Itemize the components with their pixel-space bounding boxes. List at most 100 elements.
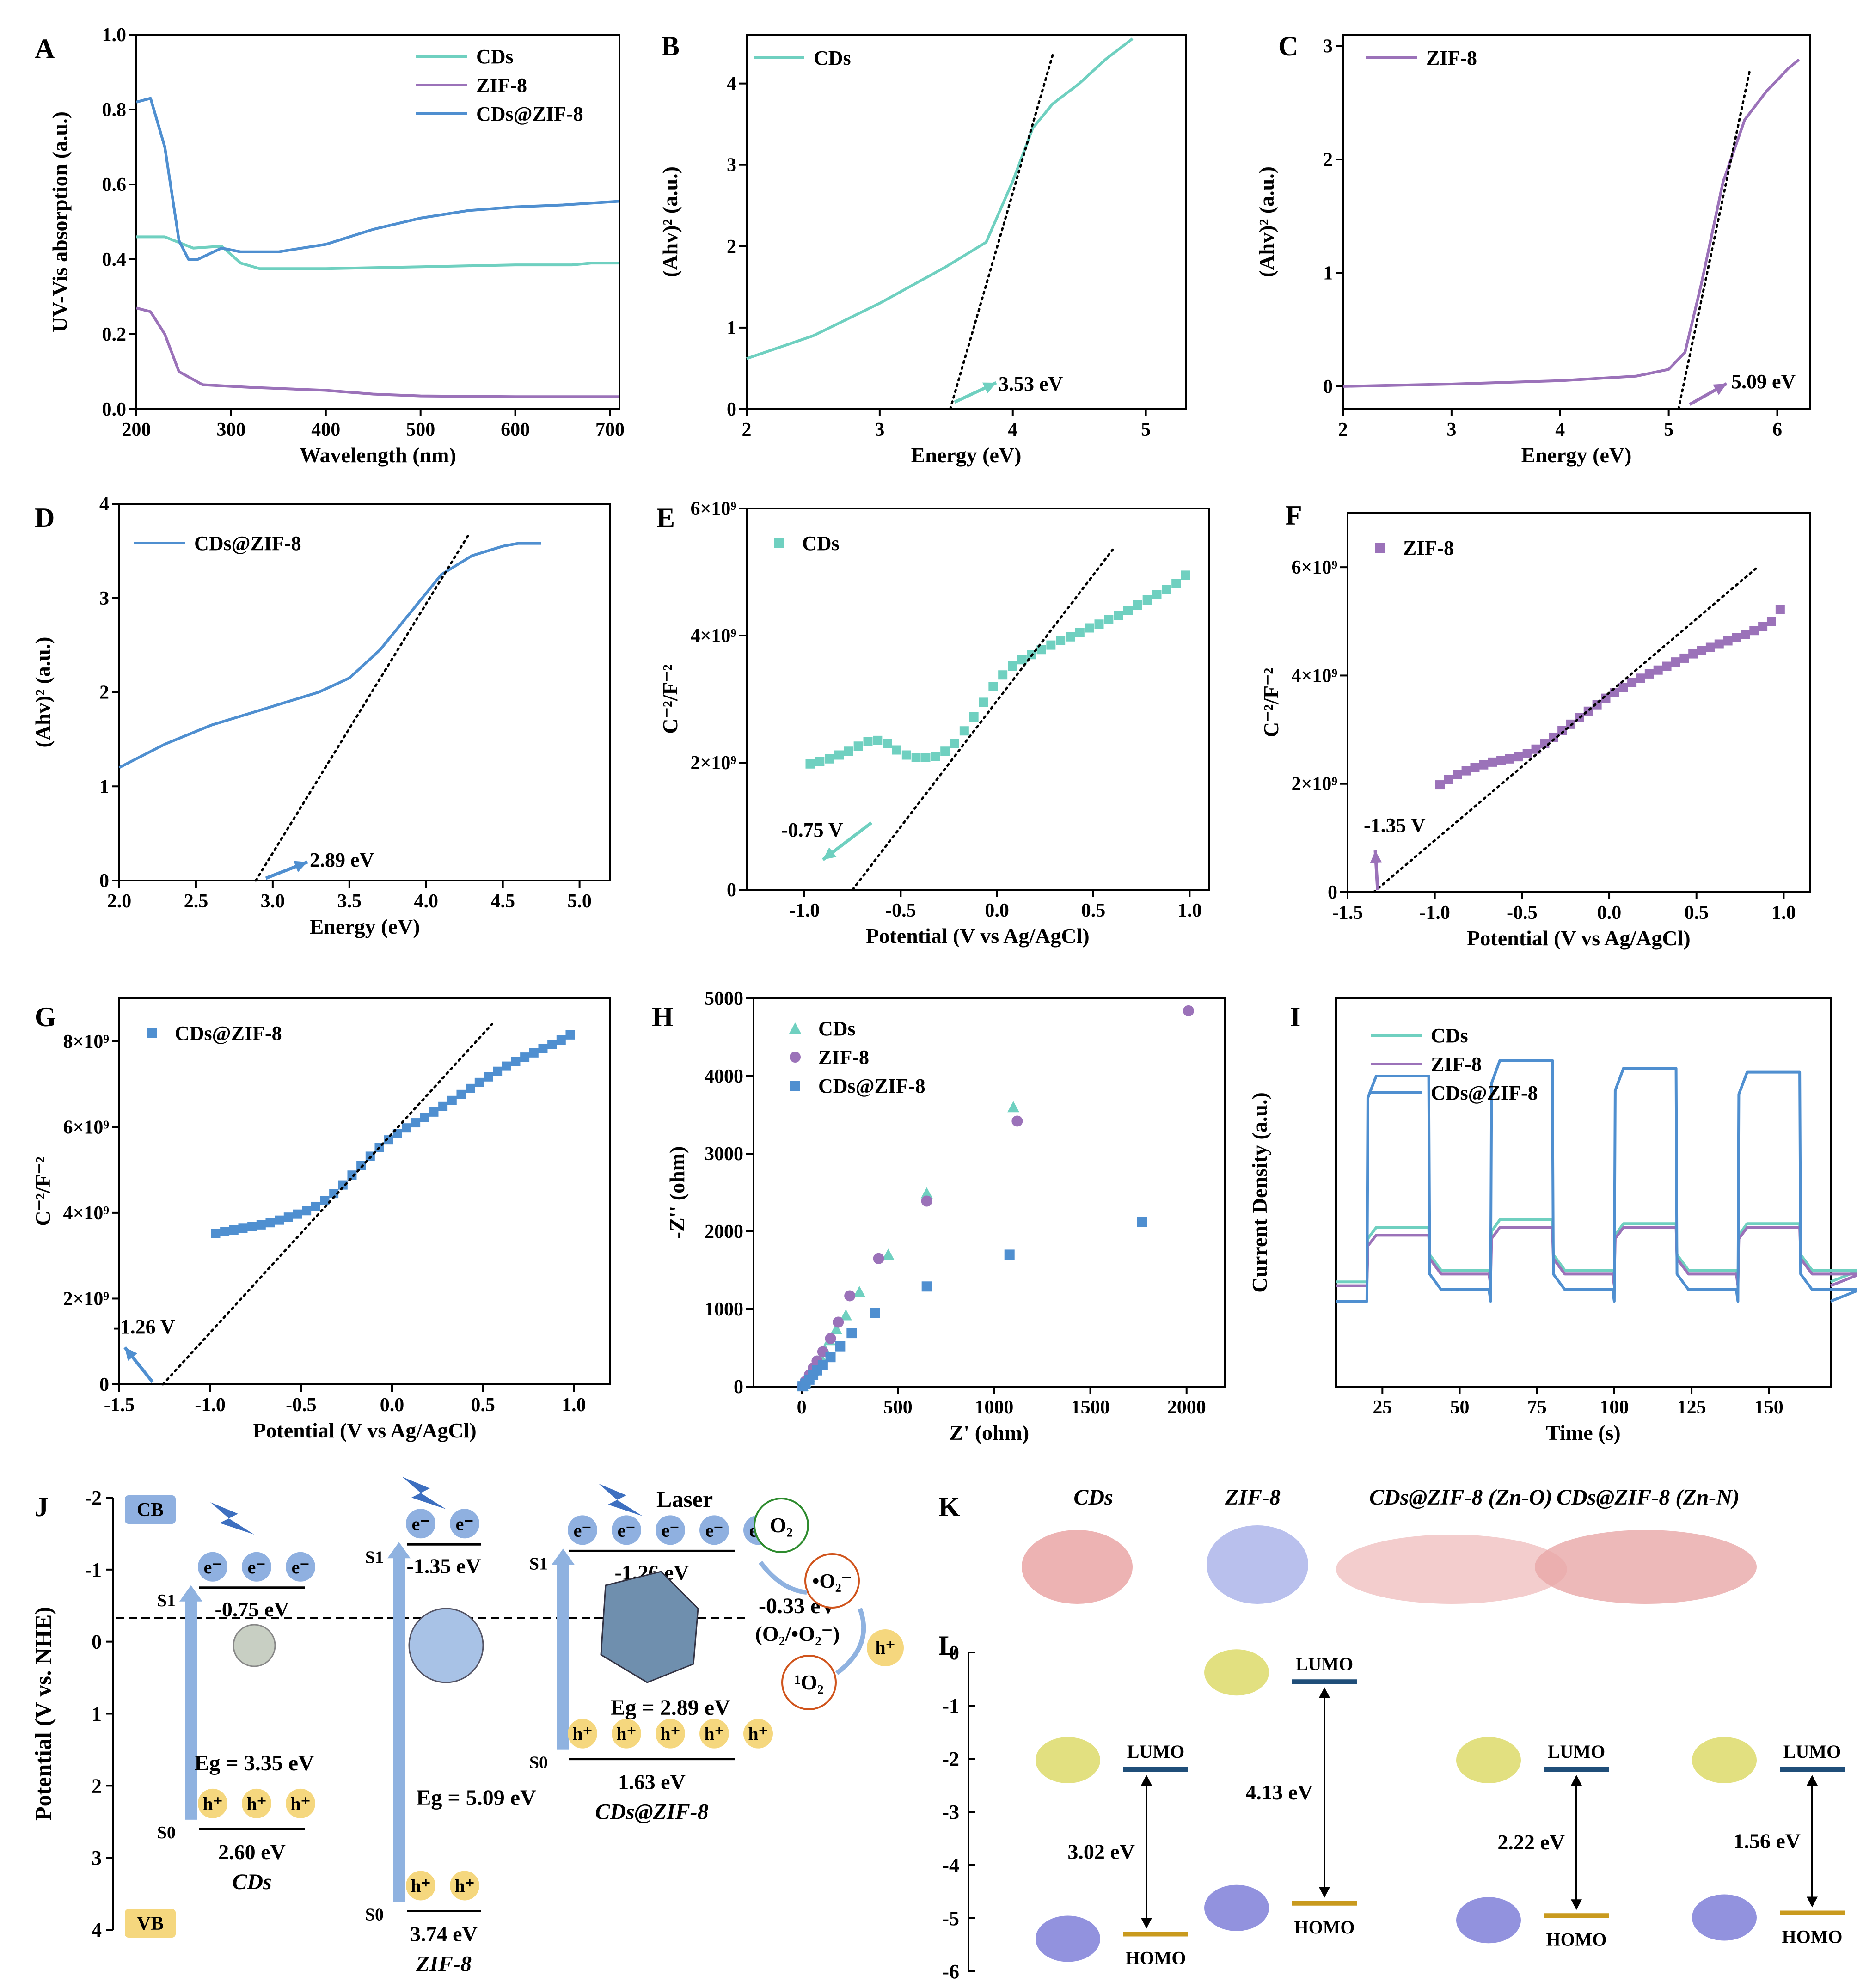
data-point [1522,749,1532,758]
data-point [1662,661,1672,671]
electron-label: e⁻ [204,1557,222,1578]
system-name: CDs [232,1870,271,1894]
x-tick-label: 2000 [1167,1397,1206,1418]
data-point [883,739,892,748]
esp-surface [1207,1525,1308,1604]
cb-label: CB [137,1499,164,1521]
data-point [1152,590,1162,599]
y-axis-label: UV-Vis absorption (a.u.) [48,111,72,332]
data-point [1114,611,1123,620]
data-point [1644,669,1654,679]
data-point [529,1048,539,1058]
hole-label: h⁺ [572,1724,592,1744]
panel-letter: J [35,1492,49,1522]
x-axis-label: Z' (ohm) [950,1421,1030,1444]
data-point [320,1196,330,1205]
y-tick-label: 1 [727,318,736,339]
data-point [1004,1249,1015,1260]
data-point [1171,579,1181,588]
hole-label: h⁺ [704,1724,724,1744]
data-point [805,759,815,769]
carbon-dot-molecule [233,1624,276,1667]
y-tick-label: 0 [727,399,736,420]
panel-letter: F [1285,500,1302,531]
legend-entry: CDs@ZIF-8 [818,1075,925,1097]
electron-label: e⁻ [618,1520,636,1541]
y-tick-label: 1 [92,1703,102,1725]
arrow-head [982,382,996,394]
superoxide-circle [804,1553,860,1609]
legend-entry: CDs@ZIF-8 [175,1022,282,1045]
hole [198,1788,227,1818]
gap-arrowhead [1141,1918,1152,1929]
x-tick-label: -1.0 [1419,902,1450,924]
data-point [1183,1005,1194,1016]
legend-entry: CDs [802,532,840,555]
x-tick-label: 1.0 [562,1395,586,1416]
hole-label: h⁺ [290,1793,310,1814]
esp-surface [1336,1535,1567,1604]
x-tick-label: 0.5 [1684,902,1709,924]
data-point [456,1089,466,1099]
data-point [1732,633,1741,642]
y-tick-label: 0 [99,870,109,892]
series-CDs [746,37,1134,360]
hole-reactant [867,1629,904,1666]
lumo-label: LUMO [1548,1741,1605,1762]
panel-letter: D [35,502,55,533]
panel-letter: G [35,1002,56,1032]
x-tick-label: 6 [1772,419,1782,440]
y-tick-label: 0.0 [102,399,127,420]
data-point [1181,570,1190,580]
x-tick-label: 100 [1600,1397,1629,1418]
plot-frame [1335,997,1832,1388]
data-point [211,1229,221,1238]
data-point [940,746,950,756]
gap-arrowhead [1571,1775,1582,1786]
data-point [220,1227,230,1236]
series-ZIF-8 [136,306,619,398]
orbital-homo [1692,1894,1757,1941]
x-tick-label: 2.5 [184,891,208,912]
gap-label: 1.56 eV [1733,1829,1801,1853]
x-tick-label: 500 [406,419,435,440]
s0-label: S0 [365,1905,384,1924]
s0-energy: 3.74 eV [410,1922,478,1945]
x-tick-label: 1500 [1071,1397,1110,1418]
x-axis-label: Wavelength (nm) [300,443,456,467]
data-point [1162,585,1171,594]
x-tick-label: 5.0 [567,891,592,912]
fit-line [1373,566,1759,893]
y-tick-label: 4 [99,494,109,515]
redox-pair-label: (O₂/•O₂⁻) [755,1622,840,1645]
y-tick-label: -5 [942,1907,959,1930]
y-axis-label: Current Density (a.u.) [1248,1092,1271,1293]
x-tick-label: -1.5 [104,1395,135,1416]
fit-line [851,548,1114,891]
data-point [1375,543,1385,553]
data-point [969,712,979,722]
data-point [1435,780,1445,790]
annotation-label: 2.89 eV [310,849,374,871]
s1-energy: -0.75 eV [215,1597,289,1621]
panel-letter: A [35,33,55,64]
gap-arrowhead [1319,1887,1330,1898]
data-point [402,1123,411,1133]
series-ZIF-8 [1336,1226,1857,1287]
data-point [921,1195,932,1207]
x-tick-label: 4.5 [490,891,515,912]
y-tick-label: 2 [727,236,736,257]
data-point [1066,632,1075,642]
y-tick-label: 2×10⁹ [690,752,736,774]
x-tick-label: 3.0 [261,891,285,912]
x-tick-label: 2 [1338,419,1348,440]
data-point [1714,639,1724,649]
y-tick-label: 0 [1328,882,1337,903]
data-point [853,741,863,751]
y-tick-label: 2×10⁹ [63,1288,109,1309]
data-point [835,1341,846,1352]
esp-surface [1022,1530,1133,1604]
electron [450,1509,479,1539]
data-point [1056,636,1066,645]
